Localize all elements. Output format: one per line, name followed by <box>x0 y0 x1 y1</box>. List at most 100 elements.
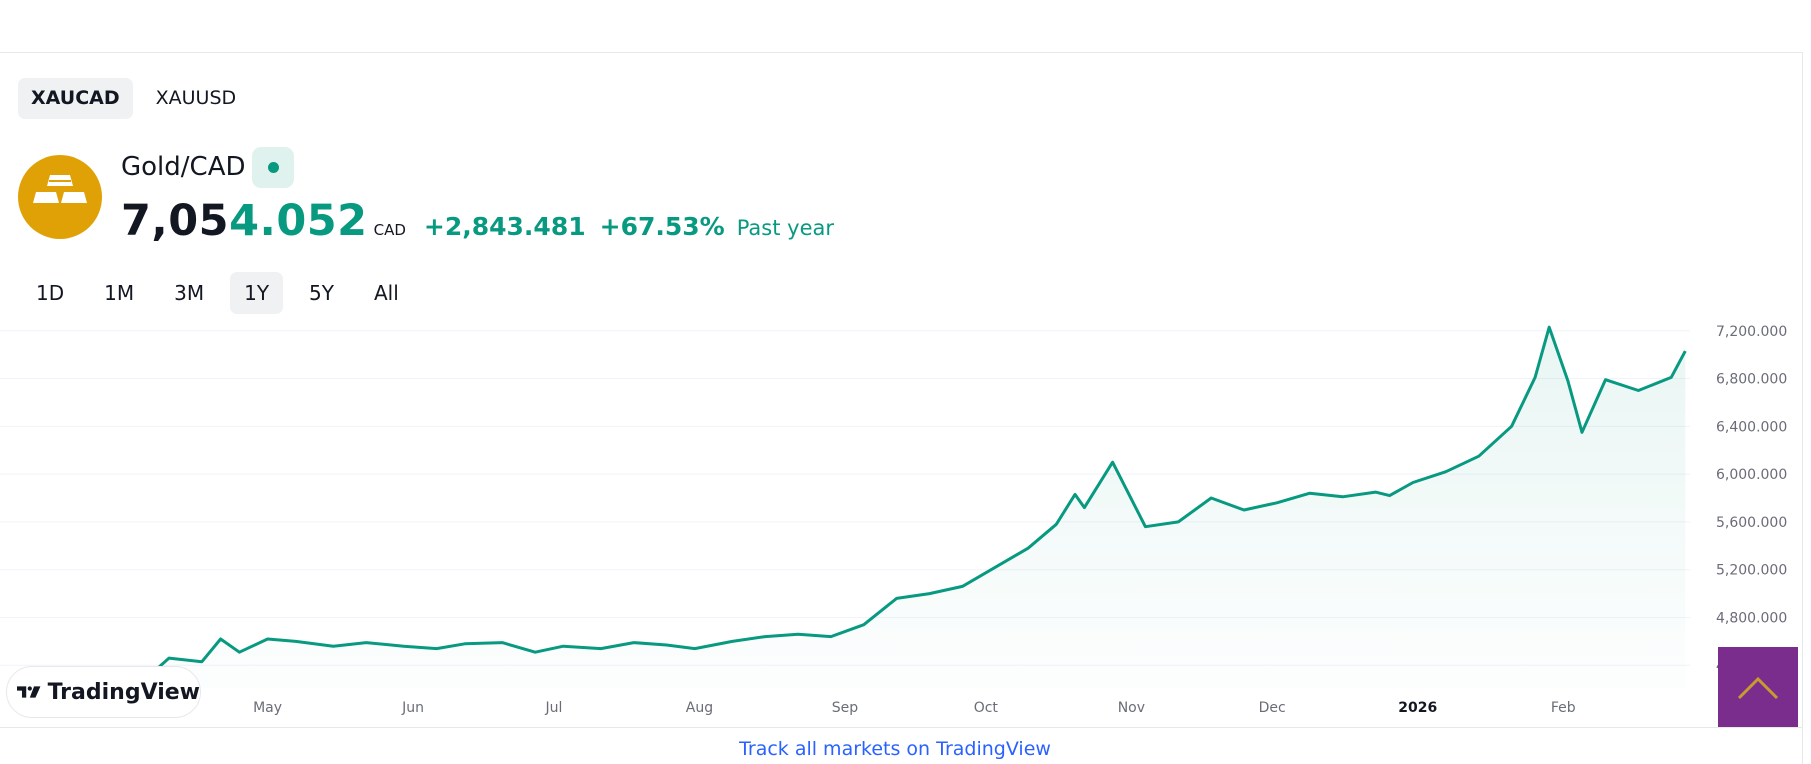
range-tab-all[interactable]: All <box>374 281 399 305</box>
data-point <box>463 642 467 646</box>
x-tick-label: Jun <box>401 700 424 716</box>
data-point <box>1026 546 1030 550</box>
data-point <box>1176 520 1180 524</box>
quote-row: 7,05 4.052 CAD +2,843.481 +67.53% Past ye… <box>121 196 834 246</box>
price-line <box>23 325 1687 685</box>
tab-xaucad[interactable]: XAUCAD <box>18 78 133 119</box>
y-tick-label: 4,800.000 <box>1716 611 1787 627</box>
data-point <box>1111 460 1115 464</box>
data-point <box>693 647 697 651</box>
data-point <box>1341 495 1345 499</box>
data-point <box>500 641 504 645</box>
x-tick-label: Dec <box>1259 700 1286 716</box>
data-point <box>960 584 964 588</box>
tradingview-logo-icon <box>17 686 41 698</box>
data-point <box>1308 491 1312 495</box>
data-point <box>364 641 368 645</box>
tab-xauusd[interactable]: XAUUSD <box>155 87 237 109</box>
price-tail: 4.052 <box>229 196 368 246</box>
y-tick-label: 5,600.000 <box>1716 515 1787 531</box>
data-point <box>665 643 669 647</box>
tradingview-name: TradingView <box>47 679 200 705</box>
gold-bars-icon <box>18 155 102 239</box>
data-point <box>599 647 603 651</box>
data-point <box>730 639 734 643</box>
data-point <box>1143 525 1147 529</box>
data-point <box>219 637 223 641</box>
data-point <box>237 650 241 654</box>
y-tick-label: 6,400.000 <box>1716 419 1787 435</box>
data-point <box>435 647 439 651</box>
scroll-top-button[interactable] <box>1718 647 1798 727</box>
data-point <box>1054 522 1058 526</box>
data-point <box>1275 501 1279 505</box>
price-chart[interactable]: 7,200.000 6,800.000 6,400.000 6,000.000 5,60… <box>0 320 1802 725</box>
data-point <box>200 660 204 664</box>
data-point <box>1683 349 1687 353</box>
data-point <box>1510 424 1514 428</box>
data-point <box>1242 508 1246 512</box>
data-point <box>993 565 997 569</box>
change-percent: +67.53% <box>599 212 725 241</box>
market-status-dot <box>268 162 279 173</box>
data-point <box>1547 325 1551 329</box>
data-point <box>1566 379 1570 383</box>
data-point <box>561 644 565 648</box>
market-status-badge <box>252 147 294 188</box>
data-point <box>1669 375 1673 379</box>
data-point <box>829 635 833 639</box>
data-point <box>763 635 767 639</box>
x-axis: May Jun Jul Aug Sep Oct Nov Dec 2026 Feb <box>253 700 1576 716</box>
data-point <box>928 592 932 596</box>
x-tick-label: Jul <box>544 700 562 716</box>
data-point <box>1533 375 1537 379</box>
data-point <box>1580 430 1584 434</box>
data-point <box>1604 378 1608 382</box>
x-tick-label: Nov <box>1118 700 1145 716</box>
chevron-up-icon <box>1737 676 1779 700</box>
range-tab-1m[interactable]: 1M <box>104 281 135 305</box>
x-tick-label: Feb <box>1551 700 1576 716</box>
x-tick-label: Sep <box>832 700 859 716</box>
data-point <box>266 637 270 641</box>
range-tab-1y[interactable]: 1Y <box>230 272 284 314</box>
data-point <box>632 641 636 645</box>
y-tick-label: 6,000.000 <box>1716 467 1787 483</box>
x-tick-label: Aug <box>686 700 713 716</box>
price-currency: CAD <box>373 221 406 239</box>
data-point <box>895 596 899 600</box>
y-tick-label: 7,200.000 <box>1716 324 1787 340</box>
data-point <box>1373 490 1377 494</box>
range-tabs: 1D 1M 3M 1Y 5Y All <box>22 272 425 314</box>
data-point <box>533 650 537 654</box>
symbol-tabs: XAUCAD XAUUSD <box>18 78 249 119</box>
range-tab-3m[interactable]: 3M <box>174 281 205 305</box>
track-markets-link[interactable]: Track all markets on TradingView <box>739 738 1051 760</box>
price-main: 7,05 <box>121 196 230 246</box>
y-tick-label: 6,800.000 <box>1716 372 1787 388</box>
tradingview-badge[interactable]: TradingView <box>6 666 201 718</box>
y-axis: 7,200.000 6,800.000 6,400.000 6,000.000 5,60… <box>1716 324 1787 675</box>
data-point <box>1636 388 1640 392</box>
change-absolute: +2,843.481 <box>423 212 586 241</box>
data-point <box>1444 470 1448 474</box>
change-period: Past year <box>736 216 834 240</box>
x-tick-label: Oct <box>974 700 999 716</box>
data-point <box>167 656 171 660</box>
data-point <box>1209 496 1213 500</box>
data-point <box>796 632 800 636</box>
data-point <box>1073 492 1077 496</box>
y-tick-label: 5,200.000 <box>1716 563 1787 579</box>
asset-name: Gold/CAD <box>121 152 246 182</box>
data-point <box>1411 480 1415 484</box>
data-point <box>1082 506 1086 510</box>
data-point <box>294 639 298 643</box>
x-tick-label: May <box>253 700 282 716</box>
data-point <box>402 644 406 648</box>
range-tab-1d[interactable]: 1D <box>36 281 65 305</box>
footer-divider <box>0 727 1802 728</box>
data-point <box>862 623 866 627</box>
widget-frame <box>0 52 1803 764</box>
data-point <box>1477 454 1481 458</box>
range-tab-5y[interactable]: 5Y <box>309 281 334 305</box>
